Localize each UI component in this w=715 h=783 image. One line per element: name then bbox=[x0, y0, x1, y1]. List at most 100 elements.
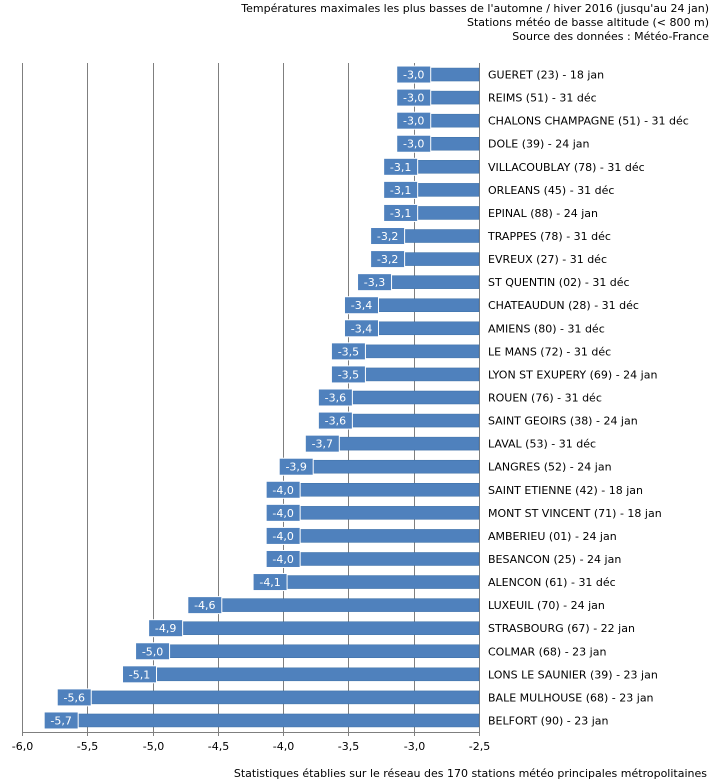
data-label-box bbox=[278, 457, 314, 476]
bar bbox=[295, 459, 480, 474]
category-label: ALENCON (61) - 31 déc bbox=[488, 576, 616, 589]
data-label: -3,6 bbox=[325, 392, 346, 405]
category-label: AMIENS (80) - 31 déc bbox=[488, 322, 605, 335]
category-label: MONT ST VINCENT (71) - 18 jan bbox=[488, 507, 662, 520]
bar bbox=[282, 506, 480, 520]
data-label-box bbox=[265, 549, 301, 568]
category-label: GUERET (23) - 18 jan bbox=[488, 69, 604, 82]
category-label: ST QUENTIN (02) - 31 déc bbox=[488, 276, 630, 289]
x-tick-label: -5,5 bbox=[77, 740, 98, 753]
data-label: -3,4 bbox=[351, 322, 372, 335]
category-label: BALE MULHOUSE (68) - 23 jan bbox=[488, 691, 654, 704]
category-label: LANGRES (52) - 24 jan bbox=[488, 461, 612, 474]
data-label-box bbox=[265, 526, 301, 545]
data-label-box bbox=[396, 65, 432, 84]
data-label-box bbox=[56, 688, 92, 707]
category-label: BELFORT (90) - 23 jan bbox=[488, 714, 609, 727]
data-label: -3,0 bbox=[403, 92, 424, 105]
data-label-box bbox=[330, 365, 366, 384]
category-label: AMBERIEU (01) - 24 jan bbox=[488, 530, 617, 543]
data-label-box bbox=[370, 250, 406, 269]
category-label: LONS LE SAUNIER (39) - 23 jan bbox=[488, 668, 658, 681]
data-label: -3,2 bbox=[377, 230, 398, 243]
data-label: -4,0 bbox=[272, 553, 293, 566]
data-label: -3,0 bbox=[403, 138, 424, 151]
data-label-box bbox=[252, 573, 288, 592]
bar bbox=[282, 529, 480, 543]
data-label: -4,9 bbox=[155, 622, 176, 635]
data-label-box bbox=[317, 388, 353, 407]
bar bbox=[282, 483, 480, 497]
data-label: -4,0 bbox=[272, 484, 293, 497]
category-label: LUXEUIL (70) - 24 jan bbox=[488, 599, 605, 612]
data-label-box bbox=[357, 273, 393, 292]
data-label-box bbox=[343, 296, 379, 315]
bar bbox=[361, 321, 480, 336]
category-label: SAINT ETIENNE (42) - 18 jan bbox=[488, 484, 643, 497]
data-label-box bbox=[135, 642, 171, 661]
data-label: -3,1 bbox=[390, 207, 411, 220]
data-label-box bbox=[187, 596, 223, 615]
category-label: TRAPPES (78) - 31 déc bbox=[487, 230, 611, 243]
data-label: -3,6 bbox=[325, 415, 346, 428]
data-label: -4,1 bbox=[259, 576, 280, 589]
data-label-box bbox=[317, 411, 353, 430]
data-label-box bbox=[396, 111, 432, 130]
data-label: -4,6 bbox=[194, 599, 215, 612]
bar bbox=[322, 436, 480, 451]
category-label: CHATEAUDUN (28) - 31 déc bbox=[488, 299, 639, 312]
data-label: -5,0 bbox=[142, 645, 163, 658]
x-axis-ticks: -6,0 -5,5 -5,0 -4,5 -4,0 -3,5 -3,0 -2,5 bbox=[12, 740, 490, 753]
data-label: -3,5 bbox=[338, 368, 359, 381]
data-label: -3,3 bbox=[364, 276, 385, 289]
x-tick-label: -6,0 bbox=[12, 740, 33, 753]
data-label-box bbox=[265, 503, 301, 522]
bar bbox=[60, 713, 480, 728]
category-label: ROUEN (76) - 31 déc bbox=[488, 392, 602, 405]
data-label: -5,1 bbox=[129, 668, 150, 681]
category-label: BESANCON (25) - 24 jan bbox=[488, 553, 621, 566]
category-label: LAVAL (53) - 31 déc bbox=[488, 438, 596, 451]
bar bbox=[282, 552, 480, 566]
data-label: -4,0 bbox=[272, 507, 293, 520]
bar bbox=[165, 621, 480, 635]
category-label: EPINAL (88) - 24 jan bbox=[488, 207, 598, 220]
category-label: EVREUX (27) - 31 déc bbox=[488, 253, 607, 266]
category-label: DOLE (39) - 24 jan bbox=[488, 138, 590, 151]
data-label-box bbox=[343, 319, 379, 338]
bar bbox=[335, 390, 480, 405]
data-label-box bbox=[304, 434, 340, 453]
data-label: -5,7 bbox=[50, 714, 71, 727]
data-label: -3,0 bbox=[403, 69, 424, 82]
data-label-box bbox=[383, 180, 419, 199]
category-label: LE MANS (72) - 31 déc bbox=[488, 345, 611, 358]
data-label: -3,5 bbox=[338, 345, 359, 358]
bar bbox=[348, 344, 480, 359]
category-label: CHALONS CHAMPAGNE (51) - 31 déc bbox=[488, 115, 689, 128]
category-label: SAINT GEOIRS (38) - 24 jan bbox=[488, 415, 638, 428]
data-label: -3,0 bbox=[403, 115, 424, 128]
bar bbox=[204, 598, 480, 612]
bar bbox=[348, 367, 480, 382]
bar bbox=[152, 644, 480, 659]
data-label-box bbox=[122, 665, 158, 684]
chart-footnote: Statistiques établies sur le réseau des … bbox=[233, 767, 707, 780]
category-label: LYON ST EXUPERY (69) - 24 jan bbox=[488, 368, 657, 381]
x-tick-label: -4,5 bbox=[208, 740, 229, 753]
x-tick-label: -3,0 bbox=[404, 740, 425, 753]
category-label: ORLEANS (45) - 31 déc bbox=[488, 184, 614, 197]
data-label-box bbox=[330, 342, 366, 361]
x-tick-label: -5,0 bbox=[143, 740, 164, 753]
chart-title: Températures maximales les plus basses d… bbox=[241, 2, 709, 15]
bar bbox=[269, 575, 480, 589]
x-tick-label: -2,5 bbox=[469, 740, 490, 753]
data-label-box bbox=[396, 134, 432, 153]
category-label: REIMS (51) - 31 déc bbox=[488, 92, 597, 105]
x-tick-label: -4,0 bbox=[273, 740, 294, 753]
data-label-box bbox=[396, 88, 432, 107]
data-label: -5,6 bbox=[63, 691, 84, 704]
data-label: -3,1 bbox=[390, 161, 411, 174]
bar bbox=[73, 690, 480, 705]
data-label: -4,0 bbox=[272, 530, 293, 543]
